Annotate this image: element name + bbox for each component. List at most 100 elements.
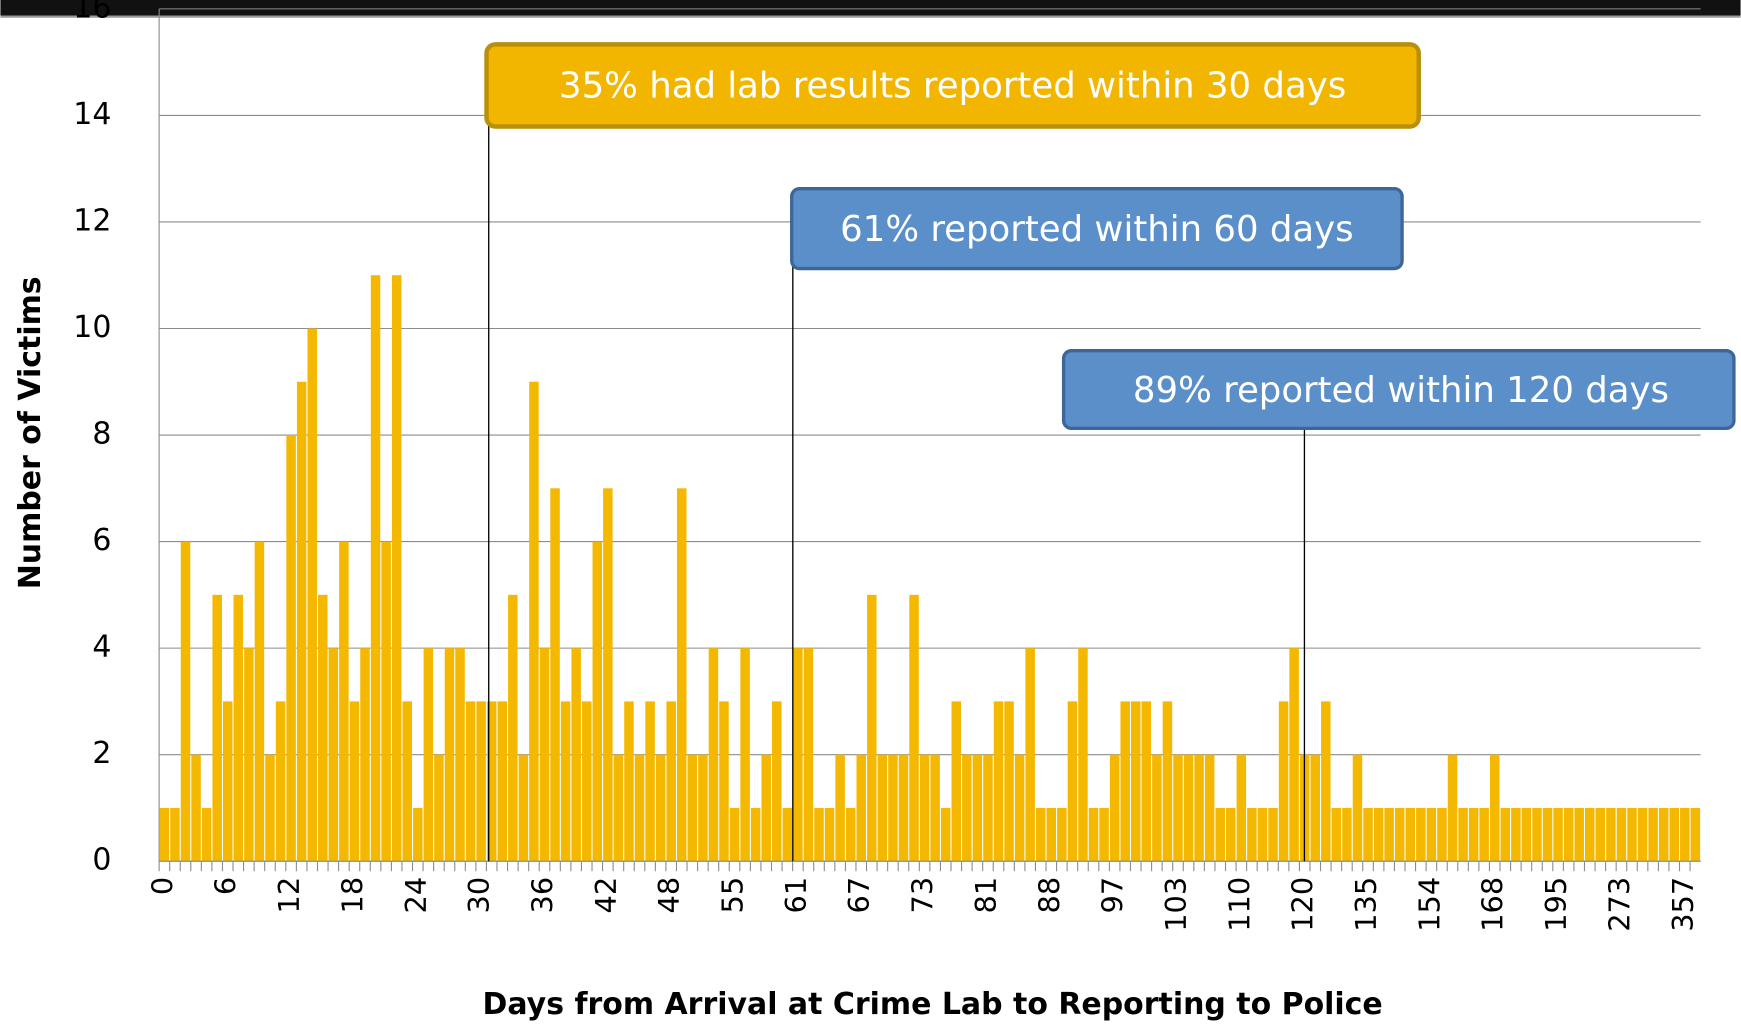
bar [254, 541, 265, 862]
bar [539, 648, 550, 862]
x-tick-label: 195 [1539, 877, 1573, 932]
x-tick-label: 273 [1602, 877, 1636, 932]
bar [434, 754, 444, 862]
bar [835, 754, 845, 862]
bar [867, 594, 877, 862]
x-tick-label: 110 [1222, 877, 1256, 932]
bar [1236, 754, 1247, 862]
bar [1680, 807, 1690, 862]
bar [1553, 807, 1563, 862]
bar [1088, 807, 1099, 862]
bar [339, 541, 349, 862]
bar [497, 701, 508, 862]
bar [603, 488, 613, 862]
x-tick-label: 42 [589, 877, 623, 914]
bar [1574, 807, 1584, 862]
bar [1437, 807, 1447, 862]
bar [613, 754, 624, 862]
bar [761, 754, 771, 862]
bar [1585, 807, 1595, 862]
bar [1637, 807, 1648, 862]
bar [581, 701, 592, 862]
x-tick-label: 30 [462, 877, 496, 914]
bar [1131, 701, 1141, 862]
bar [1204, 754, 1215, 862]
bar [1405, 807, 1416, 862]
bar [1521, 807, 1532, 862]
bar [191, 754, 201, 862]
bar [698, 754, 708, 862]
bar [1563, 807, 1574, 862]
bar [624, 701, 634, 862]
bar [1099, 807, 1109, 862]
bar [930, 754, 940, 862]
x-tick-label: 55 [716, 877, 750, 914]
bar [1532, 807, 1542, 862]
bar [772, 701, 782, 862]
bar [391, 275, 402, 862]
bar [550, 488, 560, 862]
x-tick-label: 67 [842, 877, 876, 914]
y-tick-label: 14 [73, 97, 111, 132]
bar [856, 754, 866, 862]
bar [666, 701, 676, 862]
bar [1426, 807, 1437, 862]
bar [1511, 807, 1521, 862]
bar [1489, 754, 1500, 862]
bar [845, 807, 856, 862]
bar [307, 328, 317, 862]
x-tick-label: 81 [969, 877, 1003, 914]
bar [1648, 807, 1658, 862]
annotation-box [790, 187, 1404, 271]
bar [1162, 701, 1173, 862]
bar [1321, 701, 1331, 862]
bar [265, 754, 275, 862]
x-tick-label: 88 [1032, 877, 1066, 914]
bar [708, 648, 719, 862]
bar [476, 701, 486, 862]
x-tick-label: 0 [145, 877, 179, 895]
x-tick-label: 357 [1666, 877, 1700, 932]
bar [296, 381, 307, 862]
bar [1268, 807, 1278, 862]
x-tick-label: 61 [779, 877, 813, 914]
bar [592, 541, 603, 862]
y-tick-label: 6 [92, 523, 111, 558]
bar [1500, 807, 1511, 862]
bar [1384, 807, 1394, 862]
bar [170, 807, 180, 862]
annotation-text: 61% reported within 60 days [840, 209, 1353, 250]
bar [1468, 807, 1479, 862]
bar [318, 594, 328, 862]
y-tick-label: 0 [92, 843, 111, 878]
bar [1658, 807, 1669, 862]
bar [244, 648, 254, 862]
annotation-box [1061, 349, 1736, 431]
x-tick-label: 73 [906, 877, 940, 914]
bar [402, 701, 412, 862]
bar [677, 488, 687, 862]
bar [1352, 754, 1363, 862]
bar [1057, 807, 1067, 862]
y-tick-label: 16 [73, 0, 111, 25]
bar [1479, 807, 1489, 862]
bar [1183, 754, 1194, 862]
bar [1194, 754, 1204, 862]
bar [877, 754, 888, 862]
bar [275, 701, 286, 862]
x-axis-title: Days from Arrival at Crime Lab to Report… [483, 987, 1383, 1022]
bar [962, 754, 972, 862]
bar [560, 701, 571, 862]
bar [1035, 807, 1046, 862]
bar [571, 648, 581, 862]
bar [1152, 754, 1162, 862]
bar [444, 648, 455, 862]
bar [1278, 701, 1289, 862]
x-tick-label: 48 [652, 877, 686, 914]
bar [782, 807, 793, 862]
bar [898, 754, 909, 862]
bar [1257, 807, 1268, 862]
annotation-text: 35% had lab results reported within 30 d… [559, 66, 1346, 107]
